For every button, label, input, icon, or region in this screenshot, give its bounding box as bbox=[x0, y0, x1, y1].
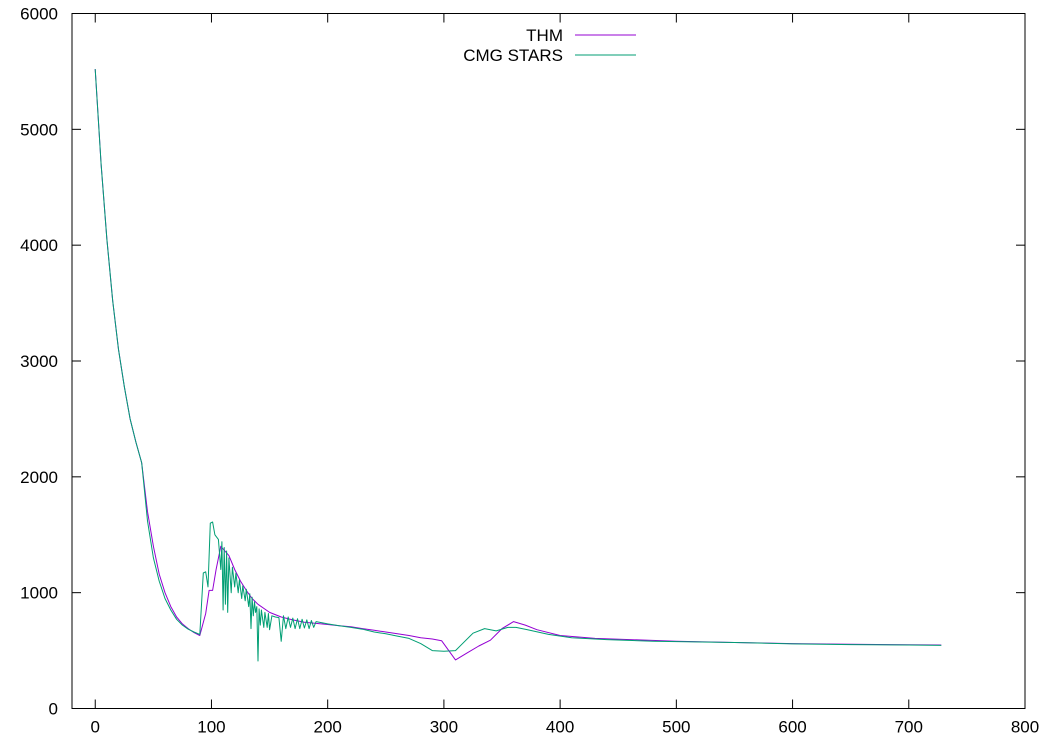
series-group bbox=[94, 69, 942, 662]
x-tick-label: 0 bbox=[91, 718, 100, 737]
y-tick-label: 2000 bbox=[20, 468, 58, 487]
y-tick-label: 0 bbox=[49, 700, 58, 719]
x-tick-label: 600 bbox=[778, 718, 806, 737]
x-tick-label: 400 bbox=[546, 718, 574, 737]
x-tick-label: 500 bbox=[662, 718, 690, 737]
y-tick-label: 1000 bbox=[20, 584, 58, 603]
series-line-thm bbox=[94, 69, 942, 661]
plot-frame bbox=[71, 13, 1026, 709]
y-tick-label: 6000 bbox=[20, 5, 58, 24]
x-tick-label: 800 bbox=[1011, 718, 1039, 737]
series-line-cmg-stars bbox=[94, 69, 942, 662]
x-tick-label: 200 bbox=[313, 718, 341, 737]
x-tick-label: 300 bbox=[430, 718, 458, 737]
x-tick-label: 100 bbox=[197, 718, 225, 737]
axis-ticks: 0 100 200 300 400 500 600 700 800 0 1000 2000 3000 40… bbox=[20, 5, 1039, 737]
legend-label: CMG STARS bbox=[463, 46, 563, 65]
y-tick-label: 5000 bbox=[20, 120, 58, 139]
legend-label: THM bbox=[526, 26, 563, 45]
x-tick-label: 700 bbox=[895, 718, 923, 737]
y-tick-label: 3000 bbox=[20, 352, 58, 371]
y-tick-label: 4000 bbox=[20, 236, 58, 255]
